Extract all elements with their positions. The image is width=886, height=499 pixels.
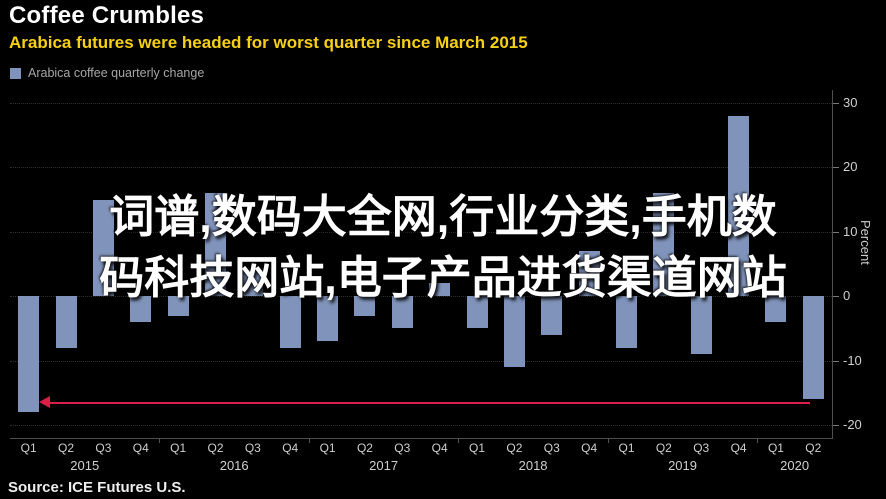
chart-title: Coffee Crumbles (9, 2, 205, 29)
bar-q3-2016 (242, 270, 264, 297)
y-axis-tick (833, 425, 839, 427)
bar-q3-2017 (391, 296, 413, 329)
x-tick-label: Q1 (319, 441, 336, 455)
bar-q2-2015 (55, 296, 77, 348)
bar-q3-2018 (541, 296, 563, 335)
gridline (10, 360, 832, 362)
chart-subtitle: Arabica futures were headed for worst qu… (9, 33, 528, 52)
gridline (10, 167, 832, 169)
y-tick-label: 20 (843, 159, 858, 175)
bar-q1-2016 (167, 296, 189, 316)
x-year-label: 2019 (668, 458, 697, 473)
arrow-annotation-head (39, 395, 50, 408)
x-tick-label: Q2 (506, 441, 523, 455)
x-tick-label: Q2 (356, 441, 373, 455)
y-tick-label: 0 (843, 288, 851, 304)
x-tick-label: Q4 (730, 441, 747, 455)
bar-q1-2019 (616, 296, 637, 348)
bar-q2-2018 (503, 296, 525, 368)
x-tick-label: Q4 (431, 441, 448, 455)
x-tick-label: Q3 (244, 441, 261, 455)
x-axis-tick (607, 438, 609, 443)
x-tick-label: Q2 (58, 441, 75, 455)
x-tick-label: Q3 (693, 441, 710, 455)
x-axis-tick (458, 438, 460, 443)
x-tick-label: Q1 (618, 441, 635, 455)
y-axis-tick (833, 167, 839, 169)
bar-q2-2019 (653, 193, 675, 297)
x-tick-label: Q3 (543, 441, 560, 455)
arrow-annotation-line (50, 401, 810, 404)
x-axis-tick (308, 438, 310, 443)
gridline (10, 231, 832, 233)
gridline (10, 102, 832, 104)
x-tick-label: Q2 (805, 441, 822, 455)
bar-q2-2016 (205, 193, 226, 297)
x-year-label: 2015 (70, 458, 100, 473)
x-tick-label: Q1 (469, 441, 486, 455)
x-tick-label: Q4 (282, 441, 299, 455)
x-year-label: 2016 (219, 458, 249, 473)
x-axis-tick (159, 438, 161, 443)
legend-label: Arabica coffee quarterly change (28, 66, 205, 80)
x-year-label: 2018 (518, 458, 548, 473)
bar-q4-2019 (728, 115, 750, 297)
bar-q4-2018 (578, 251, 600, 297)
plot-area (10, 90, 833, 439)
x-year-label: 2017 (369, 458, 399, 473)
y-axis-tick (833, 360, 839, 362)
x-tick-label: Q1 (767, 441, 784, 455)
y-axis-tick (833, 231, 839, 233)
source-label: Source: ICE Futures U.S. (8, 479, 186, 496)
watermark-line-2: 码科技网站,电子产品进货渠道网站 (99, 252, 787, 303)
x-tick-label: Q3 (394, 441, 411, 455)
gridline (10, 296, 832, 298)
watermark-text: 词谱,数码大全网,行业分类,手机数 码科技网站,电子产品进货渠道网站 (0, 186, 886, 308)
gridline (10, 425, 832, 427)
y-axis-tick (833, 102, 839, 104)
legend-swatch (10, 67, 21, 79)
y-tick-label: -20 (843, 417, 862, 433)
x-tick-label: Q4 (132, 441, 149, 455)
y-axis-tick (833, 296, 839, 298)
x-tick-label: Q1 (170, 441, 187, 455)
bar-q4-2017 (429, 283, 451, 297)
x-tick-label: Q3 (95, 441, 112, 455)
bar-q1-2017 (317, 296, 339, 342)
bar-q4-2016 (279, 296, 301, 348)
bar-q3-2019 (690, 296, 712, 355)
y-tick-label: 30 (843, 94, 858, 110)
bar-q1-2018 (466, 296, 488, 329)
x-tick-label: Q4 (581, 441, 598, 455)
bar-q4-2015 (130, 296, 152, 322)
bar-q3-2015 (92, 199, 114, 297)
legend: Arabica coffee quarterly change (10, 66, 204, 80)
y-tick-label: 10 (843, 223, 858, 239)
bar-q2-2020 (802, 296, 824, 400)
x-year-label: 2020 (780, 458, 810, 473)
bar-q1-2015 (18, 296, 40, 413)
x-tick-label: Q2 (207, 441, 224, 455)
bar-q2-2017 (354, 296, 376, 316)
x-tick-label: Q2 (655, 441, 672, 455)
y-axis-title: Percent (858, 220, 873, 265)
x-axis-tick (757, 438, 759, 443)
x-axis: Q1 Q2 Q3 Q4 Q1 Q2 Q3 Q4 Q1 Q2 Q3 Q4 Q1 Q2 Q3 Q4 Q1 Q2 Q3 Q4… (10, 438, 832, 482)
bar-q1-2020 (765, 296, 787, 322)
y-axis: 30 20 10 0 -10 -20 (833, 90, 885, 438)
watermark-line-1: 词谱,数码大全网,行业分类,手机数 (109, 191, 777, 242)
x-tick-label: Q1 (20, 441, 37, 455)
y-tick-label: -10 (843, 352, 862, 368)
